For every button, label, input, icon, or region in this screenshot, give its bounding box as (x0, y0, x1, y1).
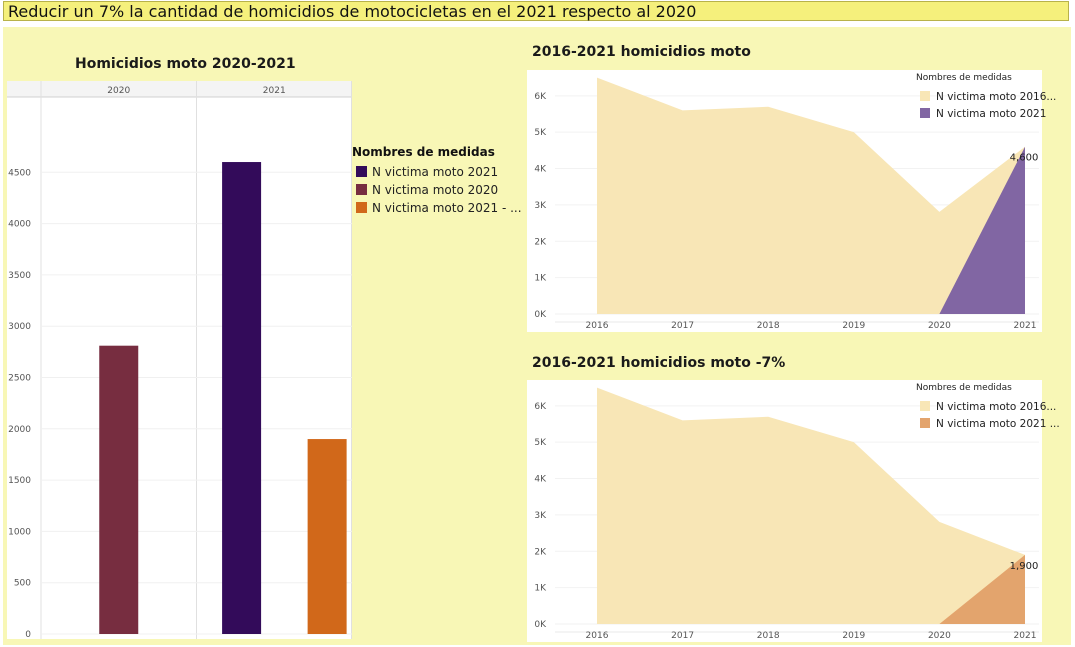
area-chart-1-title: 2016-2021 homicidios moto (532, 44, 751, 60)
area-2-legend-label: N victima moto 2021 ... (936, 418, 1060, 430)
area-2-legend-item-2021[interactable]: N victima moto 2021 ... (920, 417, 1060, 431)
bar-y-tick-label: 1000 (8, 527, 31, 537)
area-x-tick-label: 2021 (1014, 631, 1037, 641)
area-chart-1-svg: 0K 1K 2K 3K 4K 5K 6K 2016 2017 2018 2019 2020 2021 4,… (534, 77, 1039, 331)
area-1-legend-swatch (920, 91, 930, 101)
bar-legend-label: N victima moto 2021 - ... (372, 201, 522, 215)
area-1-legend-swatch (920, 108, 930, 118)
area-x-tick-label: 2016 (586, 321, 609, 331)
bar-n-victima-moto-2021 (222, 162, 262, 634)
dashboard-panel: Homicidios moto 2020-2021 2020 2021 0 500 10… (3, 27, 1071, 645)
area-y-tick-label: 5K (534, 128, 547, 138)
area-2-legend-swatch (920, 418, 930, 428)
bar-n-victima-moto-2021- (307, 439, 347, 634)
area-x-tick-label: 2017 (671, 321, 694, 331)
bar-chart-title: Homicidios moto 2020-2021 (75, 56, 296, 72)
area-x-tick-label: 2020 (928, 631, 951, 641)
area-1-legend-label: N victima moto 2016... (936, 91, 1057, 103)
area-y-tick-label: 6K (534, 402, 547, 412)
bar-legend-label: N victima moto 2020 (372, 183, 499, 197)
bar-header-band (7, 81, 352, 97)
bar-y-tick-label: 3000 (8, 322, 31, 332)
area-x-tick-label: 2017 (671, 631, 694, 641)
area-1-legend-item-2021[interactable]: N victima moto 2021 (920, 107, 1046, 121)
area-x-tick-label: 2021 (1014, 321, 1037, 331)
bar-y-tick-label: 500 (14, 579, 31, 589)
area-1-legend-item-history[interactable]: N victima moto 2016... (920, 90, 1056, 104)
bar-legend-item-2021[interactable]: N victima moto 2021 (356, 164, 498, 180)
bar-chart[interactable]: 2020 2021 0 500 1000 1500 2000 2500 3000 3500 4000… (7, 81, 352, 640)
area-y-tick-label: 3K (534, 511, 547, 521)
area-series-0 (597, 77, 1025, 315)
bar-y-tick-label: 2000 (8, 425, 31, 435)
bar-legend-swatch (356, 184, 367, 195)
bar-y-tick-label: 4000 (8, 220, 31, 230)
bar-y-tick-label: 1500 (8, 476, 31, 486)
bar-column-label: 2021 (263, 86, 286, 96)
area-y-tick-label: 2K (534, 547, 547, 557)
area-y-tick-label: 1K (534, 584, 547, 594)
area-data-label: 4,600 (1010, 153, 1039, 164)
area-chart-2[interactable]: 0K 1K 2K 3K 4K 5K 6K 2016 2017 2018 2019 2020 2021 1,… (527, 380, 1042, 642)
area-1-legend-title: Nombres de medidas (916, 73, 1012, 83)
area-x-tick-label: 2019 (842, 631, 865, 641)
bar-chart-svg: 2020 2021 0 500 1000 1500 2000 2500 3000 3500 4000… (7, 81, 352, 640)
area-chart-1[interactable]: 0K 1K 2K 3K 4K 5K 6K 2016 2017 2018 2019 2020 2021 4,… (527, 70, 1042, 332)
area-y-tick-label: 0K (534, 620, 547, 630)
area-x-tick-label: 2020 (928, 321, 951, 331)
area-y-tick-label: 4K (534, 165, 547, 175)
area-x-tick-label: 2019 (842, 321, 865, 331)
bar-legend-swatch (356, 166, 367, 177)
area-x-tick-label: 2018 (757, 631, 780, 641)
bar-y-tick-label: 4500 (8, 168, 31, 178)
area-y-tick-label: 1K (534, 274, 547, 284)
area-series-0 (597, 387, 1025, 624)
area-data-label: 1,900 (1010, 561, 1039, 572)
bar-legend-item-2021-target[interactable]: N victima moto 2021 - ... (356, 200, 522, 216)
bar-legend-swatch (356, 202, 367, 213)
bar-y-tick-label: 0 (25, 630, 31, 639)
area-chart-2-svg: 0K 1K 2K 3K 4K 5K 6K 2016 2017 2018 2019 2020 2021 1,… (534, 387, 1039, 641)
area-y-tick-label: 5K (534, 438, 547, 448)
bar-y-tick-label: 3500 (8, 271, 31, 281)
area-x-tick-label: 2016 (586, 631, 609, 641)
area-y-tick-label: 3K (534, 201, 547, 211)
area-2-legend-label: N victima moto 2016... (936, 401, 1057, 413)
bar-column-label: 2020 (107, 86, 130, 96)
area-2-legend-item-history[interactable]: N victima moto 2016... (920, 400, 1056, 414)
dashboard-title: Reducir un 7% la cantidad de homicidios … (8, 2, 697, 21)
bar-legend-title: Nombres de medidas (352, 145, 495, 159)
bar-legend-label: N victima moto 2021 (372, 165, 499, 179)
bar-y-tick-label: 2500 (8, 374, 31, 384)
dashboard-title-bar: Reducir un 7% la cantidad de homicidios … (3, 1, 1069, 21)
area-y-tick-label: 0K (534, 310, 547, 320)
area-series-1 (939, 554, 1025, 624)
area-chart-2-title: 2016-2021 homicidios moto -7% (532, 355, 786, 371)
bar-n-victima-moto-2020 (99, 345, 139, 634)
area-2-legend-title: Nombres de medidas (916, 383, 1012, 393)
area-1-legend-label: N victima moto 2021 (936, 108, 1047, 120)
area-x-tick-label: 2018 (757, 321, 780, 331)
area-y-tick-label: 2K (534, 237, 547, 247)
area-2-legend-swatch (920, 401, 930, 411)
bar-legend-item-2020[interactable]: N victima moto 2020 (356, 182, 498, 198)
area-y-tick-label: 6K (534, 92, 547, 102)
area-y-tick-label: 4K (534, 475, 547, 485)
